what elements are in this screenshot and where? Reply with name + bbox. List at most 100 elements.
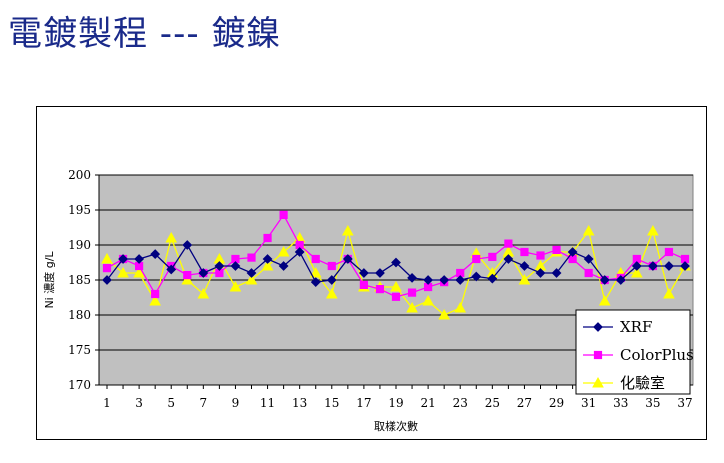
x-tick-label: 7 [200,396,208,410]
y-tick-label: 170 [68,378,91,392]
data-point [341,224,354,236]
legend-label: ColorPlus [620,346,694,364]
data-point [277,245,290,257]
x-tick-label: 13 [292,396,307,410]
data-point [504,239,513,248]
legend-items: XRF ColorPlus 化驗室 [583,318,694,392]
data-point [278,261,289,271]
x-tick-label: 11 [260,396,275,410]
data-point [327,261,336,271]
x-tick-label: 5 [167,396,175,410]
x-tick-label: 9 [232,396,240,410]
data-point [471,271,482,282]
data-point [165,231,178,243]
legend-label: XRF [620,318,652,336]
data-point [375,268,385,278]
y-axis-label: Ni 濃度 g/L [42,251,56,309]
series-0 [102,240,690,288]
data-point [584,268,593,278]
x-tick-label: 19 [388,396,403,410]
data-point [197,287,210,299]
data-point [118,254,128,264]
data-point [390,280,402,292]
data-point [101,252,113,264]
data-point [630,266,643,278]
x-tick-label: 1 [103,396,111,410]
data-point [503,254,514,264]
data-point [325,287,338,299]
data-point [311,254,320,264]
x-tick-label: 25 [485,396,500,410]
data-point [182,240,193,250]
x-tick-label: 21 [420,396,435,410]
data-point [598,294,611,306]
data-point [102,275,112,285]
data-point [518,273,531,285]
data-point [149,294,162,306]
data-point [664,261,674,271]
legend-marker [592,376,604,388]
data-point [391,257,401,268]
legend-marker [593,322,603,332]
data-point [567,247,578,257]
data-point [134,254,145,264]
data-point [246,268,257,278]
data-point [359,280,368,290]
data-point [439,275,450,285]
data-point [423,275,434,285]
data-point [198,268,209,278]
slide-title: 電鍍製程 --- 鍍鎳 [8,14,282,54]
legend: XRF ColorPlus 化驗室 [575,309,694,395]
data-point [631,261,642,271]
y-tick-label: 180 [68,308,91,322]
data-point [519,261,530,271]
chart-container: 170 175 180 185 190 195 200 1 3 5 7 9 11 13 15 17 19 21 2… [36,106,707,440]
data-point [535,268,546,278]
data-point [183,271,192,280]
data-point [551,268,562,278]
data-point [133,266,145,278]
series-group [101,210,691,320]
x-axis-label: 取樣次數 [374,419,418,433]
data-point [663,287,675,299]
data-point [407,288,417,297]
x-tick-label: 31 [581,396,596,410]
legend-marker [593,350,603,360]
data-point [455,275,466,285]
data-point [229,280,242,292]
data-point [117,266,129,278]
data-point [245,273,258,285]
data-point [391,292,401,301]
data-point [294,247,305,257]
data-point [151,289,160,299]
x-tick-label: 37 [677,396,692,410]
data-point [647,224,659,236]
data-point [552,245,561,255]
data-point [647,261,658,271]
data-point [664,247,674,257]
data-point [166,264,177,275]
data-point [342,254,353,264]
y-tick-label: 185 [68,273,91,287]
x-tick-label: 33 [613,396,628,410]
x-tick-label: 35 [645,396,660,410]
data-point [326,275,337,285]
data-point [102,264,112,273]
data-point [422,294,434,306]
x-tick-label: 23 [453,396,468,410]
data-point [247,253,256,262]
y-tick-label: 195 [68,203,91,217]
data-point [599,275,610,285]
data-point [279,210,288,220]
data-point [407,272,417,283]
data-point [520,247,529,257]
x-tick-label: 27 [517,396,532,410]
y-tick-label: 190 [68,238,91,252]
data-point [262,254,273,264]
data-point [615,275,626,285]
x-tick-label: 17 [356,396,371,410]
data-point [150,249,161,260]
data-point [583,254,594,264]
data-point [487,273,498,284]
